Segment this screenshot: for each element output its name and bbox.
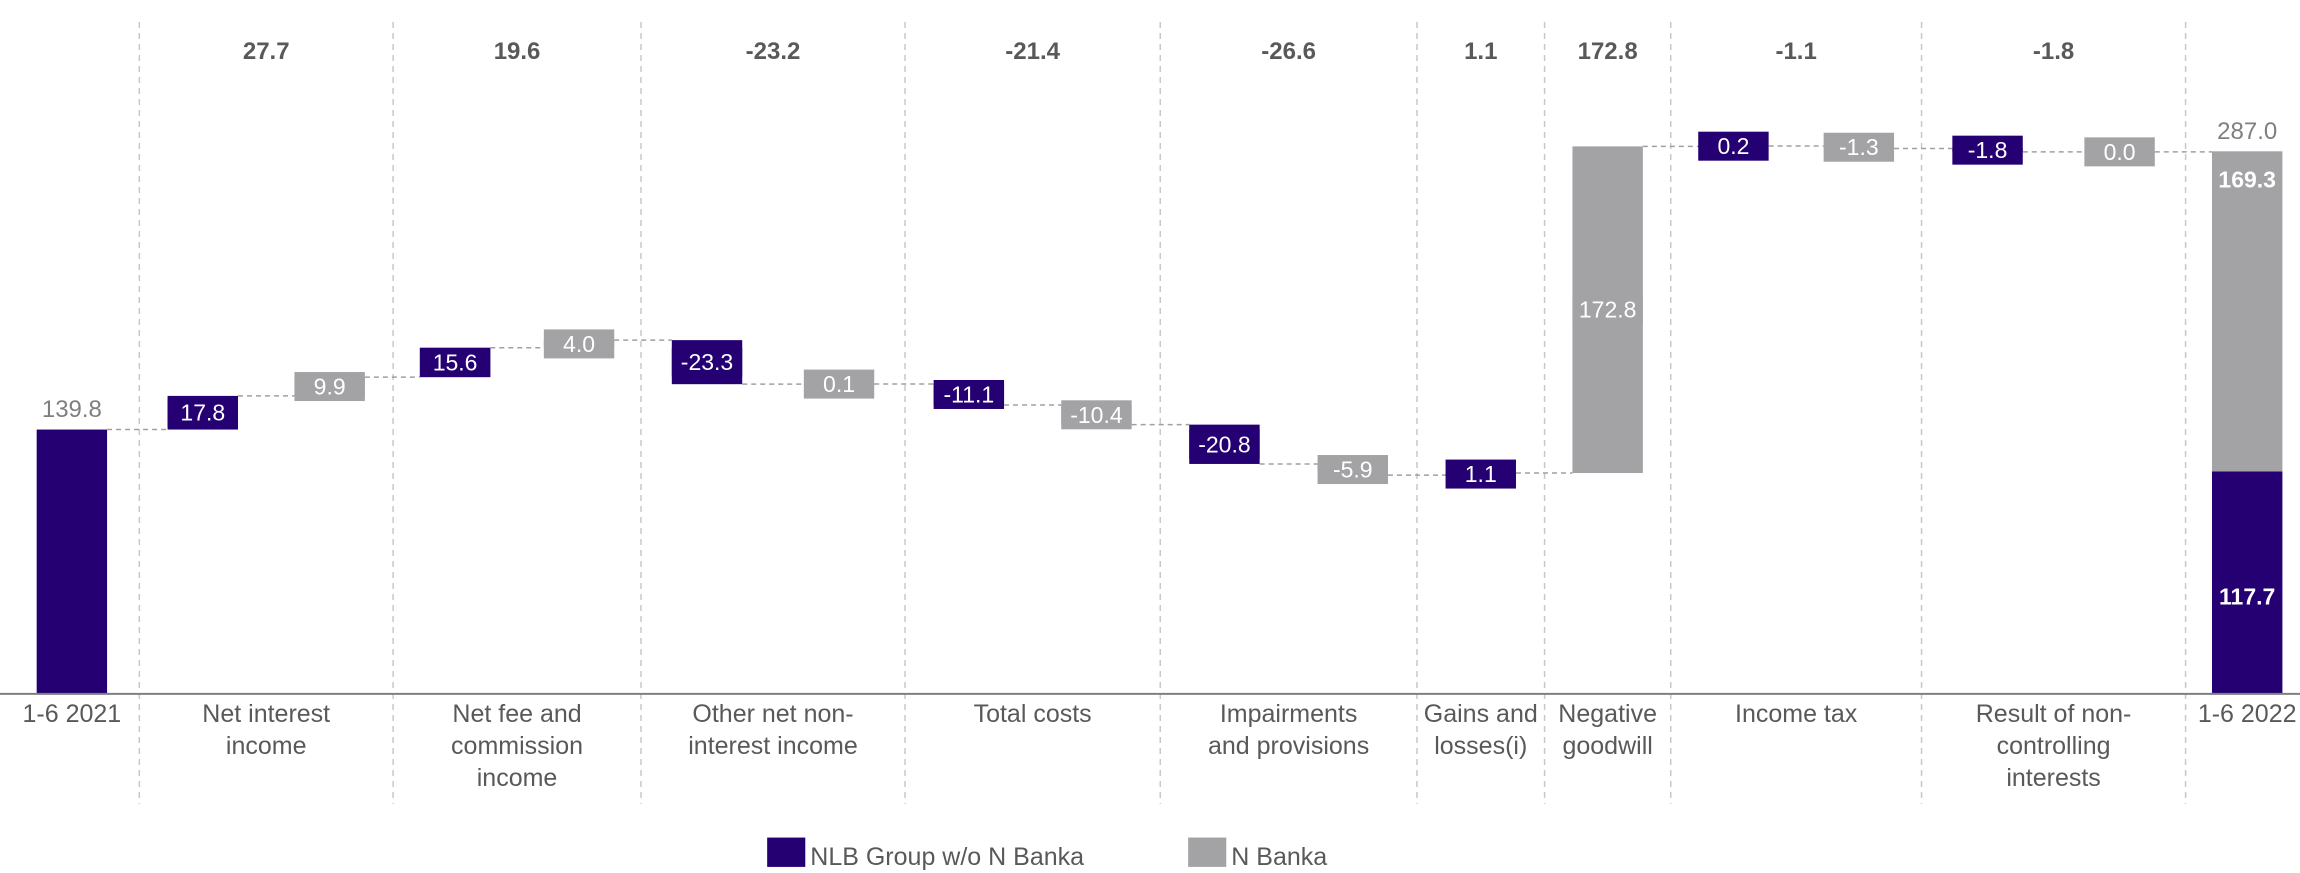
total-label: 19.6 [494, 38, 541, 65]
value-label: 15.6 [433, 349, 478, 375]
end-total-label: 287.0 [2217, 118, 2277, 145]
value-label: -1.3 [1839, 134, 1879, 160]
category-label: Other net non- interest income [688, 700, 858, 761]
value-label: -11.1 [943, 381, 994, 407]
value-label: 9.9 [314, 374, 346, 400]
bar [2211, 151, 2283, 472]
total-label: -26.6 [1261, 38, 1316, 65]
value-label: 0.0 [2104, 139, 2136, 165]
category-label: Income tax [1735, 700, 1858, 729]
value-label: -20.8 [1198, 431, 1250, 457]
value-box [419, 347, 491, 377]
value-box [1189, 429, 1260, 459]
value-label: -1.8 [1968, 137, 2008, 163]
value-label: 169.3 [2218, 166, 2276, 192]
value-box [167, 398, 238, 428]
value-label: 0.2 [1717, 133, 1749, 159]
value-box [803, 369, 875, 399]
total-label: -1.8 [2033, 38, 2074, 65]
legend-label: N Banka [1231, 842, 1328, 871]
category-label: Impairments and provisions [1208, 700, 1370, 761]
value-box [1823, 132, 1895, 162]
value-label: 117.7 [2219, 584, 2275, 610]
value-label: 0.1 [823, 371, 855, 397]
total-label: 27.7 [243, 38, 290, 65]
total-label: 1.1 [1464, 38, 1497, 65]
value-box [1698, 131, 1769, 161]
value-box [1952, 135, 2023, 165]
value-label: 139.8 [42, 396, 102, 423]
category-label: 1-6 2022 [2197, 700, 2297, 729]
value-label: -5.9 [1333, 457, 1373, 483]
value-box [1061, 400, 1132, 430]
category-label: Gains and losses(i) [1423, 700, 1538, 761]
category-label: Total costs [973, 700, 1092, 729]
total-label: -21.4 [1005, 38, 1060, 65]
total-label: -1.1 [1775, 38, 1816, 65]
value-label: 17.8 [180, 400, 225, 426]
value-box [543, 329, 615, 359]
value-box [1572, 295, 1643, 325]
value-label: 172.8 [1579, 297, 1637, 323]
value-box [2084, 137, 2155, 167]
total-label: 172.8 [1578, 38, 1638, 65]
legend-label: NLB Group w/o N Banka [810, 842, 1085, 871]
category-label: Net fee and commission income [451, 700, 584, 793]
value-label: -10.4 [1070, 402, 1123, 428]
category-label: 1-6 2021 [22, 700, 122, 729]
value-box [294, 372, 365, 402]
category-label: Net interest income [202, 700, 331, 761]
value-label: -23.3 [681, 349, 733, 375]
value-box [933, 379, 1005, 409]
value-box [1317, 455, 1388, 485]
total-label: -23.2 [746, 38, 801, 65]
legend-swatch [1188, 837, 1227, 867]
bar [36, 429, 108, 694]
category-label: Negative goodwill [1558, 700, 1657, 761]
category-label: Result of non- controlling interests [1975, 700, 2132, 793]
value-box [671, 347, 743, 377]
bar [2211, 471, 2283, 694]
value-label: 4.0 [563, 331, 595, 357]
value-box [1445, 459, 1516, 489]
legend-swatch [767, 837, 806, 867]
value-label: 1.1 [1465, 461, 1497, 487]
